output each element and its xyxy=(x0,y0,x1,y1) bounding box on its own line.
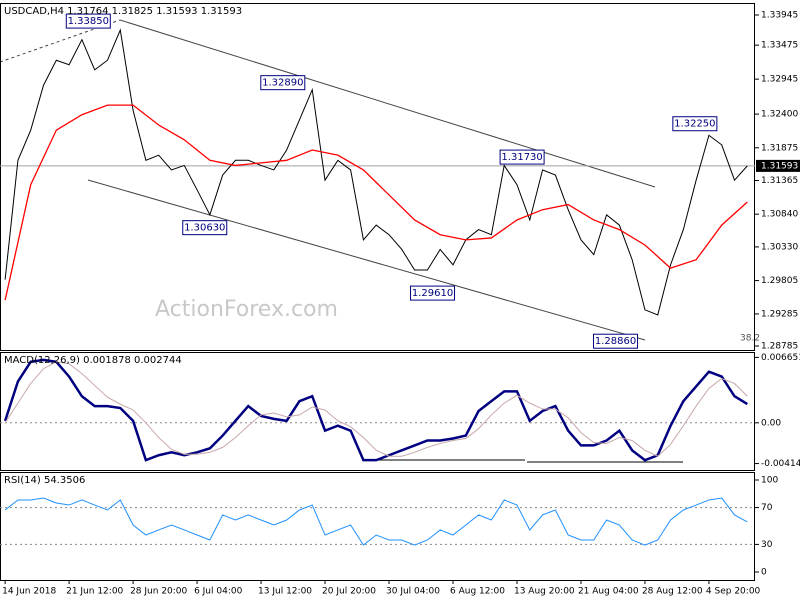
x-tick-label: 21 Jun 12:00 xyxy=(66,587,123,597)
y-tick-label: 1.33475 xyxy=(761,41,798,51)
y-tick-label: 1.29805 xyxy=(761,276,798,286)
y-tick-label: 1.32400 xyxy=(761,110,798,120)
last-price-label: 1.31593 xyxy=(761,161,798,171)
y-tick-label: 0 xyxy=(761,567,767,577)
watermark: ActionForex.com xyxy=(155,297,338,322)
series-line xyxy=(4,104,748,301)
y-tick-label: 1.32945 xyxy=(761,75,798,85)
channel-lower xyxy=(87,179,646,341)
y-tick-label: 0.006651 xyxy=(761,353,800,363)
level-label: 1.31730 xyxy=(501,152,542,163)
panel-title: USDCAD,H4 1.31764 1.31825 1.31593 1.3159… xyxy=(4,6,242,17)
series-line xyxy=(3,358,748,462)
x-tick-label: 6 Aug 12:00 xyxy=(450,587,505,597)
level-label: 1.30630 xyxy=(184,223,225,234)
panel-frame xyxy=(0,352,755,471)
level-box xyxy=(499,149,545,165)
x-tick-label: 20 Jul 20:00 xyxy=(322,587,376,597)
level-box xyxy=(410,285,456,301)
x-tick-label: 14 Jun 2018 xyxy=(2,587,56,597)
panel-title: MACD(12,26,9) 0.001878 0.002744 xyxy=(4,355,182,366)
panel-frame xyxy=(0,472,755,581)
y-tick-label: 1.31365 xyxy=(761,176,798,186)
level-label: 1.29610 xyxy=(412,288,453,299)
y-tick-label: 1.30840 xyxy=(761,210,798,220)
y-tick-label: 100 xyxy=(761,476,778,486)
level-label: 1.32890 xyxy=(262,78,303,89)
level-label: 1.32250 xyxy=(674,119,715,130)
y-tick-label: 1.29285 xyxy=(761,309,798,319)
level-box xyxy=(260,75,306,91)
y-tick-label: 1.28785 xyxy=(761,342,798,352)
level-box xyxy=(672,116,718,132)
x-tick-label: 30 Jul 04:00 xyxy=(386,587,440,597)
y-tick-label: 30 xyxy=(761,540,773,550)
level-box xyxy=(593,333,639,349)
x-tick-label: 4 Sep 20:00 xyxy=(706,587,761,597)
channel-upper xyxy=(119,19,656,188)
x-tick-label: 28 Aug 12:00 xyxy=(642,587,703,597)
series-line xyxy=(4,28,748,316)
x-tick-label: 28 Jun 20:00 xyxy=(130,587,187,597)
panel-title: RSI(14) 54.3506 xyxy=(4,475,85,486)
level-box xyxy=(182,220,228,236)
y-tick-label: 1.33945 xyxy=(761,10,798,20)
y-tick-label: 70 xyxy=(761,503,773,513)
level-box xyxy=(65,13,111,29)
last-price-box xyxy=(756,159,800,172)
level-label: 1.33850 xyxy=(68,16,109,27)
fib-label: 38.2 xyxy=(740,334,760,344)
x-tick-label: 13 Jul 12:00 xyxy=(258,587,312,597)
y-tick-label: 1.30330 xyxy=(761,242,798,252)
y-tick-label: 0.00 xyxy=(761,418,781,428)
panel-frame xyxy=(0,3,755,351)
y-tick-label: -0.004145 xyxy=(761,459,800,469)
level-label: 1.28860 xyxy=(595,336,636,347)
y-tick-label: 1.31875 xyxy=(761,143,798,153)
x-tick-label: 13 Aug 20:00 xyxy=(514,587,575,597)
x-tick-label: 21 Aug 04:00 xyxy=(578,587,639,597)
series-line xyxy=(4,497,748,546)
series-line xyxy=(4,361,748,457)
x-tick-label: 6 Jul 04:00 xyxy=(194,587,243,597)
